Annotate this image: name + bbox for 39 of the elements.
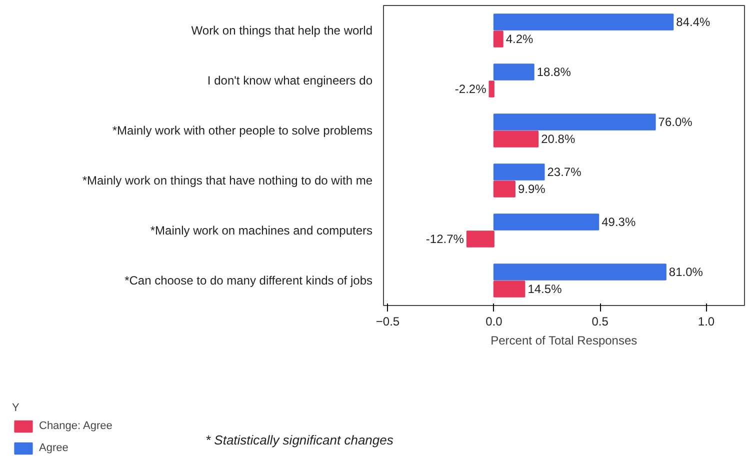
x-tick-label: −0.5 <box>376 314 400 328</box>
data-label: -2.2% <box>454 82 487 96</box>
data-label: 20.8% <box>541 132 576 146</box>
y-tick-label: *Mainly work on machines and computers <box>150 224 373 238</box>
legend-label: Change: Agree <box>39 420 112 432</box>
data-label: 49.3% <box>602 215 636 229</box>
bar <box>493 130 539 148</box>
bar <box>488 80 494 98</box>
text: * Statistically significant changes <box>206 432 394 448</box>
y-tick-label: *Mainly work on things that have nothing to do with me <box>82 174 373 188</box>
legend-title: Y <box>12 402 20 414</box>
data-label: 18.8% <box>536 65 572 79</box>
bar <box>493 214 600 230</box>
bar <box>493 14 674 30</box>
x-tick-label: 0.0 <box>486 314 503 328</box>
bar <box>493 64 534 80</box>
bar <box>466 230 494 248</box>
bar <box>493 30 504 48</box>
x-tick-label: 1.0 <box>698 314 715 328</box>
data-label: -12.7% <box>426 232 464 246</box>
bar <box>493 164 545 180</box>
y-tick-label: *Mainly work with other people to solve problems <box>112 124 373 138</box>
data-label: 84.4% <box>676 15 711 29</box>
data-label: 9.9% <box>518 182 546 196</box>
y-tick-label: *Can choose to do many different kinds of jobs <box>124 274 373 288</box>
y-tick-label: I don't know what engineers do <box>207 74 373 88</box>
data-label: 81.0% <box>668 265 704 279</box>
bar <box>493 264 666 280</box>
bar <box>493 180 516 198</box>
data-label: 76.0% <box>658 115 693 129</box>
data-label: 4.2% <box>506 32 534 46</box>
bar <box>493 280 526 298</box>
y-tick-label: Work on things that help the world <box>191 24 373 38</box>
x-tick-label: 0.5 <box>592 314 609 328</box>
data-label: 23.7% <box>547 165 582 179</box>
bar <box>493 114 656 130</box>
x-axis-title: Percent of Total Responses <box>490 334 638 348</box>
data-label: 14.5% <box>528 282 562 296</box>
legend-label: Agree <box>39 442 68 454</box>
